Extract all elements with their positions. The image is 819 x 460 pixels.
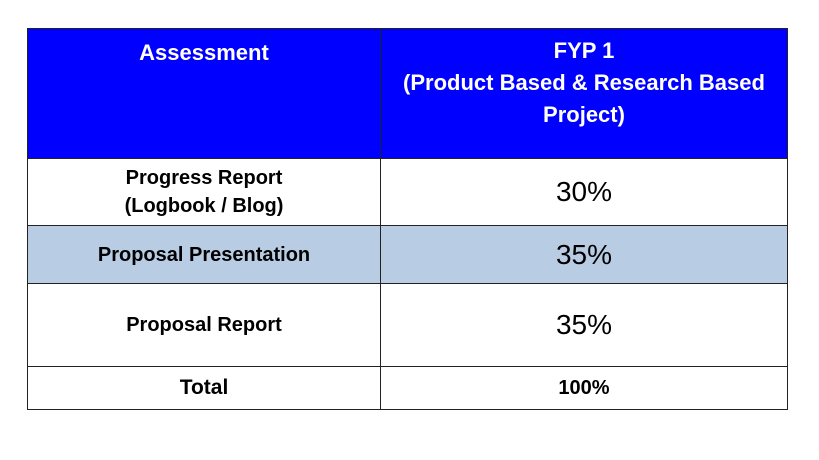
table-row-proposal-presentation: Proposal Presentation 35% — [27, 225, 788, 284]
proposal-presentation-value: 35% — [380, 225, 788, 284]
proposal-report-label: Proposal Report — [27, 283, 381, 367]
assessment-table: Assessment FYP 1 (Product Based & Resear… — [27, 28, 788, 410]
table-row-total: Total 100% — [27, 366, 788, 410]
header-assessment: Assessment — [27, 28, 381, 159]
total-value: 100% — [380, 366, 788, 410]
proposal-report-value: 35% — [380, 283, 788, 367]
progress-report-label: Progress Report (Logbook / Blog) — [27, 158, 381, 226]
progress-report-label-line2: (Logbook / Blog) — [124, 195, 284, 217]
progress-report-value: 30% — [380, 158, 788, 226]
header-fyp-subtitle: (Product Based & Research Based — [403, 70, 765, 95]
table-row-progress-report: Progress Report (Logbook / Blog) 30% — [27, 158, 788, 226]
proposal-presentation-label: Proposal Presentation — [27, 225, 381, 284]
header-fyp-subtitle-end: Project) — [543, 102, 625, 127]
table-row-proposal-report: Proposal Report 35% — [27, 283, 788, 367]
progress-report-label-line1: Progress Report — [125, 167, 283, 189]
header-fyp-title: FYP 1 — [553, 38, 615, 63]
header-fyp: FYP 1 (Product Based & Research Based Pr… — [380, 28, 788, 159]
total-label: Total — [27, 366, 381, 410]
table-header-row: Assessment FYP 1 (Product Based & Resear… — [27, 28, 788, 159]
